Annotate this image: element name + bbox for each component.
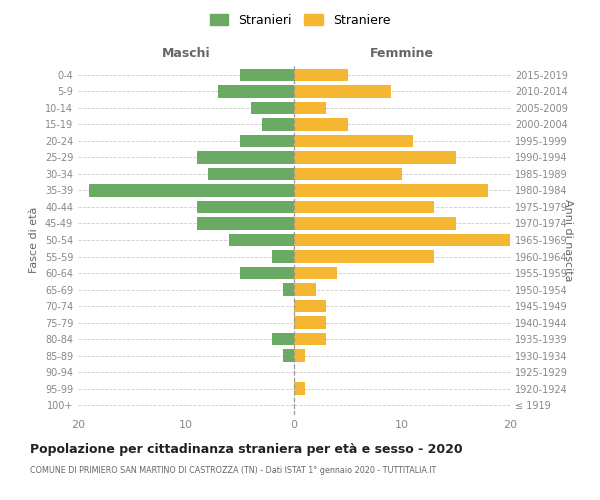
Bar [272,333,294,345]
Bar [294,316,326,328]
Bar [294,68,348,81]
Bar [272,250,294,262]
Bar [294,350,305,362]
Bar [283,284,294,296]
Bar [294,102,326,114]
Bar [294,201,434,213]
Bar [197,152,294,164]
Bar [294,184,488,196]
Bar [262,118,294,130]
Bar [294,250,434,262]
Bar [283,350,294,362]
Bar [197,201,294,213]
Text: COMUNE DI PRIMIERO SAN MARTINO DI CASTROZZA (TN) - Dati ISTAT 1° gennaio 2020 - : COMUNE DI PRIMIERO SAN MARTINO DI CASTRO… [30,466,436,475]
Bar [294,218,456,230]
Legend: Stranieri, Straniere: Stranieri, Straniere [205,8,395,32]
Bar [294,300,326,312]
Bar [251,102,294,114]
Bar [89,184,294,196]
Bar [294,135,413,147]
Y-axis label: Anni di nascita: Anni di nascita [563,198,573,281]
Bar [294,85,391,98]
Bar [294,234,510,246]
Bar [294,267,337,279]
Text: Popolazione per cittadinanza straniera per età e sesso - 2020: Popolazione per cittadinanza straniera p… [30,442,463,456]
Bar [229,234,294,246]
Bar [294,284,316,296]
Bar [294,382,305,395]
Y-axis label: Fasce di età: Fasce di età [29,207,39,273]
Bar [218,85,294,98]
Bar [240,135,294,147]
Bar [240,68,294,81]
Bar [294,333,326,345]
Bar [294,152,456,164]
Text: Femmine: Femmine [370,47,434,60]
Bar [294,168,402,180]
Bar [197,218,294,230]
Text: Maschi: Maschi [161,47,211,60]
Bar [294,118,348,130]
Bar [240,267,294,279]
Bar [208,168,294,180]
